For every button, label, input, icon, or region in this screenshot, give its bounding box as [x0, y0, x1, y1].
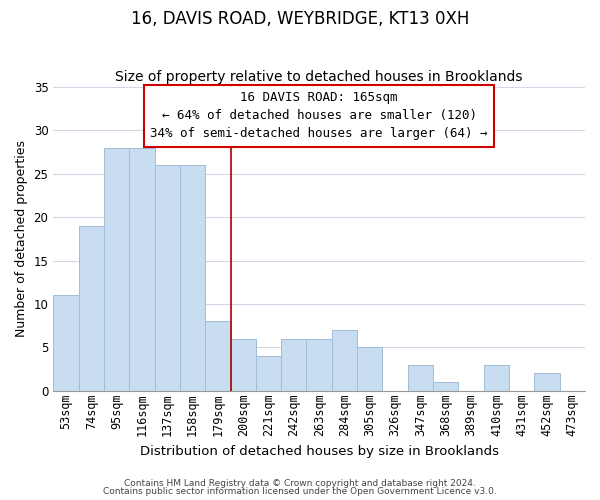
- Bar: [484, 364, 509, 390]
- Bar: [307, 338, 332, 390]
- Text: Contains HM Land Registry data © Crown copyright and database right 2024.: Contains HM Land Registry data © Crown c…: [124, 478, 476, 488]
- Title: Size of property relative to detached houses in Brooklands: Size of property relative to detached ho…: [115, 70, 523, 85]
- Bar: [230, 338, 256, 390]
- Bar: [281, 338, 307, 390]
- Bar: [79, 226, 104, 390]
- Bar: [332, 330, 357, 390]
- Bar: [53, 295, 79, 390]
- Bar: [205, 321, 230, 390]
- Bar: [180, 165, 205, 390]
- Y-axis label: Number of detached properties: Number of detached properties: [15, 140, 28, 338]
- Text: Contains public sector information licensed under the Open Government Licence v3: Contains public sector information licen…: [103, 487, 497, 496]
- Bar: [433, 382, 458, 390]
- Bar: [357, 348, 382, 391]
- Bar: [129, 148, 155, 390]
- X-axis label: Distribution of detached houses by size in Brooklands: Distribution of detached houses by size …: [140, 444, 499, 458]
- Bar: [155, 165, 180, 390]
- Bar: [408, 364, 433, 390]
- Bar: [535, 374, 560, 390]
- Bar: [256, 356, 281, 390]
- Text: 16, DAVIS ROAD, WEYBRIDGE, KT13 0XH: 16, DAVIS ROAD, WEYBRIDGE, KT13 0XH: [131, 10, 469, 28]
- Bar: [104, 148, 129, 390]
- Text: 16 DAVIS ROAD: 165sqm
← 64% of detached houses are smaller (120)
34% of semi-det: 16 DAVIS ROAD: 165sqm ← 64% of detached …: [151, 92, 488, 140]
